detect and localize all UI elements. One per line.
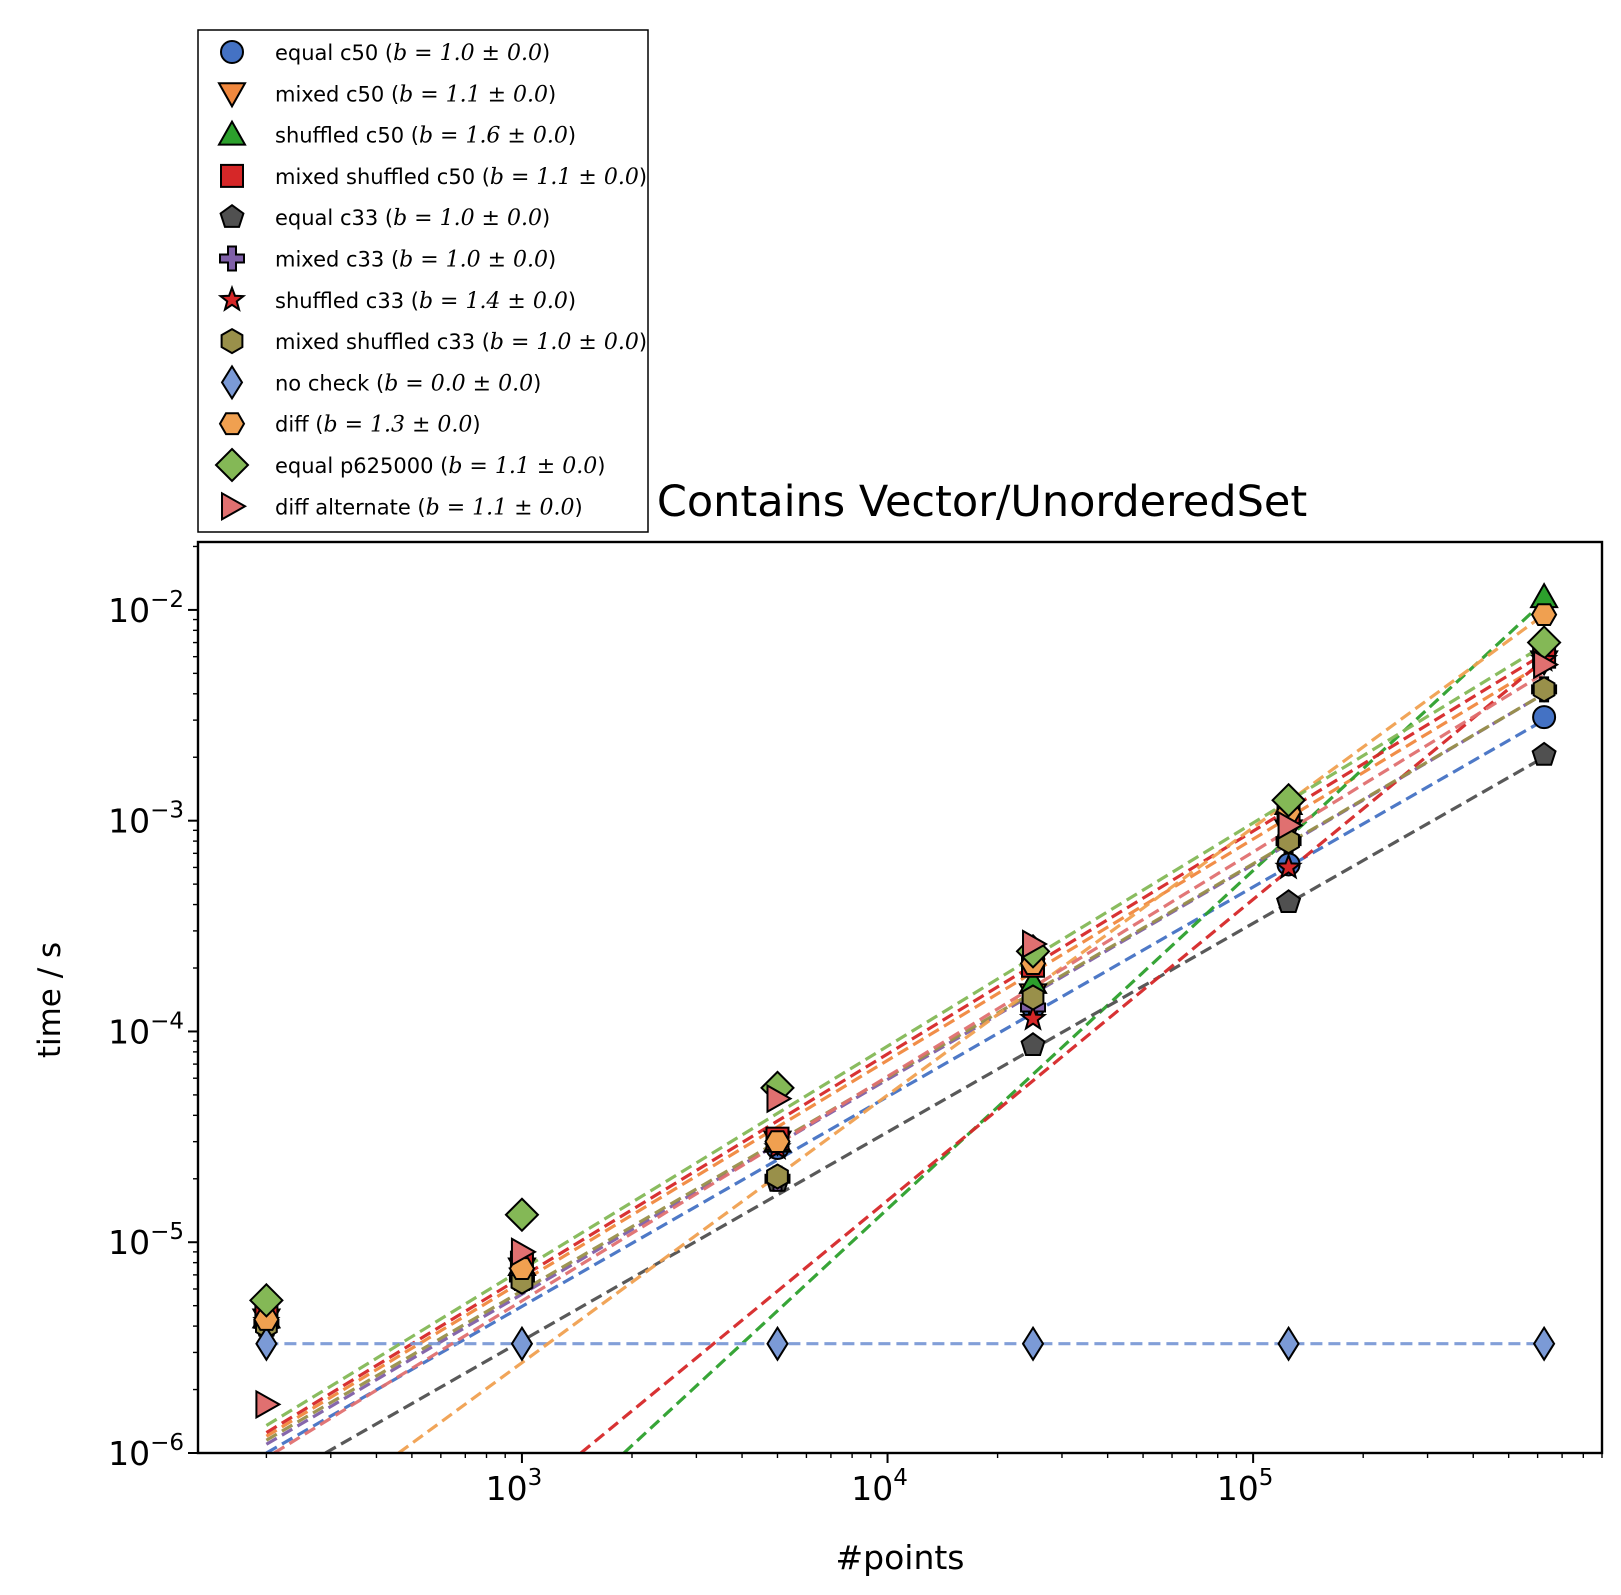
data-point-10-0 — [248, 1282, 284, 1318]
legend-label: equal p625000 (b = 1.1 ± 0.0) — [275, 454, 605, 479]
data-point-10-1 — [504, 1197, 540, 1233]
legend-entry: diff alternate (b = 1.1 ± 0.0) — [221, 491, 583, 522]
fit-lines — [265, 600, 1546, 1453]
data-point-9-2 — [764, 1130, 791, 1154]
data-point-11-0 — [255, 1389, 282, 1420]
data-point-7-5 — [1532, 676, 1556, 703]
data-point-4-3 — [1020, 1032, 1046, 1056]
legend-label: shuffled c33 (b = 1.4 ± 0.0) — [275, 289, 576, 314]
legend-entry: mixed c50 (b = 1.1 ± 0.0) — [217, 82, 556, 109]
fit-line-1 — [265, 661, 1545, 1438]
y-tick-label: 10−5 — [108, 1219, 184, 1262]
legend-label: equal c33 (b = 1.0 ± 0.0) — [275, 206, 550, 231]
data-point-8-5 — [1532, 1325, 1556, 1362]
x-axis-ticks: 103 104 105 — [265, 1453, 1603, 1508]
legend-marker — [220, 364, 244, 401]
data-point-11-1 — [510, 1237, 537, 1267]
legend-marker — [218, 412, 246, 436]
legend: equal c50 (b = 1.0 ± 0.0) mixed c50 (b = … — [197, 29, 649, 533]
data-point-7-3 — [1021, 984, 1045, 1011]
data-point-6-4 — [1274, 852, 1303, 880]
data-point-10-4 — [1271, 782, 1306, 818]
legend-label: mixed shuffled c33 (b = 1.0 ± 0.0) — [275, 330, 647, 355]
legend-marker — [220, 40, 244, 64]
legend-label: diff (b = 1.3 ± 0.0) — [275, 413, 481, 438]
legend-label: shuffled c50 (b = 1.6 ± 0.0) — [275, 124, 576, 149]
y-tick-label: 10−3 — [108, 798, 184, 841]
data-point-8-2 — [766, 1325, 789, 1362]
legend-marker — [214, 447, 250, 483]
legend-frame — [197, 29, 649, 533]
data-point-8-1 — [510, 1325, 534, 1362]
fit-line-11 — [273, 672, 1545, 1453]
legend-entry: mixed shuffled c33 (b = 1.0 ± 0.0) — [220, 327, 647, 355]
plot-area-frame — [196, 540, 1604, 1455]
x-tick-label: 105 — [1217, 1465, 1274, 1508]
legend-marker — [217, 82, 247, 109]
legend-marker — [220, 327, 244, 355]
data-point-11-5 — [1533, 649, 1560, 680]
data-point-4-5 — [1531, 741, 1557, 766]
legend-entry: shuffled c33 (b = 1.4 ± 0.0) — [217, 284, 576, 314]
x-axis-label: #points — [835, 1538, 964, 1577]
legend-marker — [219, 245, 245, 272]
legend-marker — [219, 203, 245, 228]
fit-line-3 — [265, 652, 1545, 1434]
legend-entry: equal c33 (b = 1.0 ± 0.0) — [219, 203, 550, 231]
legend-label: equal c50 (b = 1.0 ± 0.0) — [275, 41, 550, 66]
legend-label: diff alternate (b = 1.1 ± 0.0) — [275, 495, 583, 520]
data-point-0-5 — [1532, 705, 1557, 730]
data-point-11-4 — [1277, 810, 1304, 841]
data-point-11-2 — [766, 1083, 793, 1114]
fit-line-10 — [265, 643, 1545, 1427]
legend-label: mixed shuffled c50 (b = 1.1 ± 0.0) — [275, 165, 647, 190]
legend-entry: no check (b = 0.0 ± 0.0) — [220, 364, 541, 401]
legend-label: no check (b = 0.0 ± 0.0) — [275, 371, 541, 396]
legend-marker — [220, 163, 244, 188]
legend-label: mixed c50 (b = 1.1 ± 0.0) — [275, 82, 556, 107]
legend-entry: mixed c33 (b = 1.0 ± 0.0) — [219, 245, 556, 273]
data-point-4-4 — [1275, 889, 1302, 914]
legend-entry: equal c50 (b = 1.0 ± 0.0) — [220, 40, 550, 66]
data-point-11-3 — [1022, 929, 1049, 959]
legend-entry: diff (b = 1.3 ± 0.0) — [218, 412, 481, 438]
data-point-8-0 — [255, 1325, 278, 1362]
data-markers — [248, 582, 1562, 1420]
y-axis-label: time / s — [32, 942, 68, 1058]
data-point-6-3 — [1018, 1003, 1048, 1031]
fit-line-0 — [265, 718, 1545, 1453]
data-point-8-4 — [1277, 1325, 1300, 1362]
data-point-8-3 — [1021, 1325, 1045, 1362]
y-tick-label: 10−4 — [108, 1008, 184, 1051]
legend-entry: shuffled c50 (b = 1.6 ± 0.0) — [217, 119, 576, 149]
legend-label: mixed c33 (b = 1.0 ± 0.0) — [275, 248, 556, 273]
legend-entry: mixed shuffled c50 (b = 1.1 ± 0.0) — [220, 163, 647, 190]
fit-line-6 — [579, 658, 1546, 1453]
chart-title: Contains Vector/UnorderedSet — [657, 477, 1307, 527]
legend-marker — [217, 119, 247, 146]
data-point-9-5 — [1530, 603, 1558, 626]
legend-entry: equal p625000 (b = 1.1 ± 0.0) — [214, 447, 605, 483]
legend-marker — [217, 284, 247, 312]
legend-marker — [221, 491, 248, 522]
fit-line-9 — [397, 613, 1546, 1453]
fit-line-2 — [622, 600, 1546, 1453]
data-point-7-2 — [766, 1163, 789, 1190]
